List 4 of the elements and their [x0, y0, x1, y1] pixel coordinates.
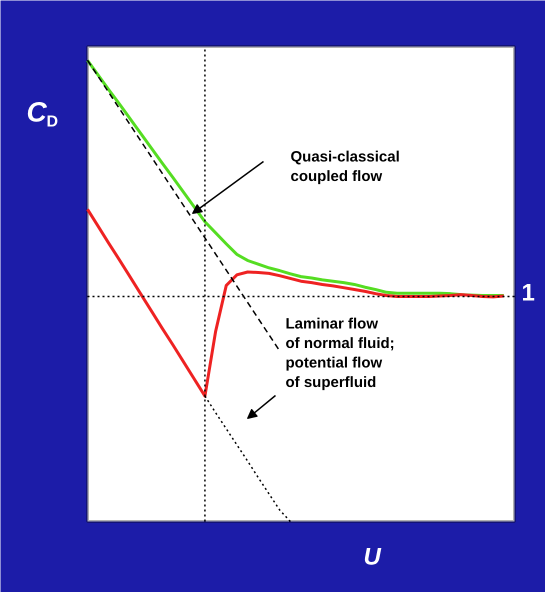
- text: 1: [522, 280, 535, 306]
- x-axis-title: U: [364, 544, 382, 570]
- annotation: Quasi-classical coupled flow: [290, 148, 400, 186]
- annotation: Laminar flow of normal fluid; potential flow of superfluid: [286, 316, 395, 392]
